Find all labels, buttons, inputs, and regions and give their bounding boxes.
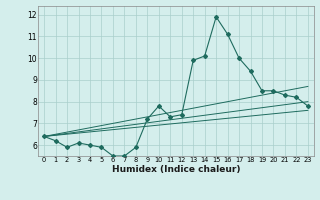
X-axis label: Humidex (Indice chaleur): Humidex (Indice chaleur) bbox=[112, 165, 240, 174]
